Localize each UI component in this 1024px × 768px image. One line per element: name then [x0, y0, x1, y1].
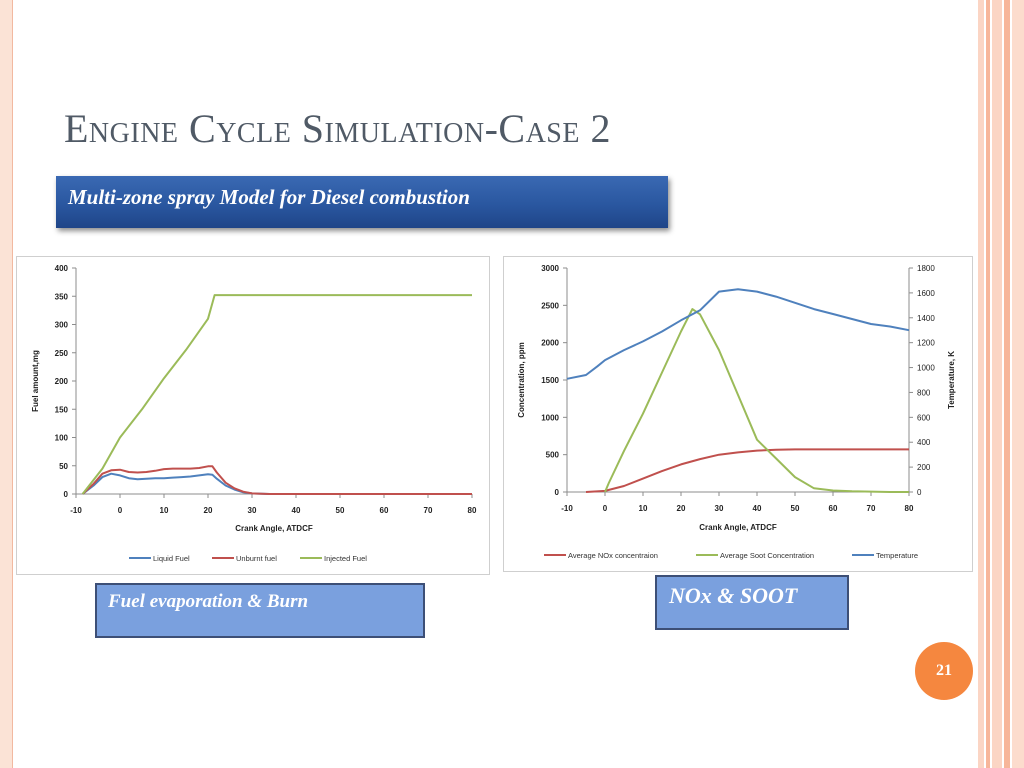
y2-tick-label: 1200 [917, 339, 935, 348]
legend-label-temperature: Temperature [876, 551, 918, 560]
fuel-chart-panel: 0 50 100 150 200 250 300 350 400 -10 0 10 20 30 40 50 60… [16, 256, 490, 575]
x-tick-label: 70 [424, 506, 433, 515]
series-line-unburnt-fuel [81, 465, 472, 495]
nox-soot-chart-panel: 0 500 1000 1500 2000 2500 3000 0 200 400 600 800 100… [503, 256, 973, 572]
y-tick-label: 0 [555, 488, 560, 497]
y2-tick-label: 1400 [917, 314, 935, 323]
x-axis-label: Crank Angle, ATDCF [699, 523, 777, 532]
x-tick-label: -10 [561, 504, 573, 513]
y2-tick-label: 1800 [917, 264, 935, 273]
subtitle-text: Multi-zone spray Model for Diesel combus… [68, 185, 470, 209]
legend-label-average-nox-concentraion: Average NOx concentraion [568, 551, 658, 560]
y-tick-label: 2000 [541, 339, 559, 348]
x-tick-label: 20 [677, 504, 686, 513]
series-line-average-nox-concentraion [585, 448, 909, 493]
slide-title: Engine Cycle Simulation-Case 2 [64, 106, 611, 151]
y-tick-label: 500 [546, 451, 560, 460]
legend-label-unburnt-fuel: Unburnt fuel [236, 554, 277, 563]
series-line-injected-fuel [81, 294, 472, 495]
y-axis-label: Fuel amount,mg [31, 350, 40, 412]
y-tick-label: 1500 [541, 376, 559, 385]
y-tick-label: 2500 [541, 301, 559, 310]
page-number: 21 [936, 662, 952, 679]
series-line-liquid-fuel [81, 472, 472, 495]
y-tick-label: 200 [55, 377, 69, 386]
y-tick-label: 300 [55, 321, 69, 330]
y-axis-label: Concentration, ppm [517, 342, 526, 418]
y-tick-label: 50 [59, 462, 68, 471]
legend-label-average-soot-concentration: Average Soot Concentration [720, 551, 814, 560]
y2-axis-label: Temperature, K [947, 351, 956, 409]
x-tick-label: 30 [715, 504, 724, 513]
y2-tick-label: 600 [917, 413, 931, 422]
caption-left-text: Fuel evaporation & Burn [108, 591, 309, 612]
legend-label-injected-fuel: Injected Fuel [324, 554, 367, 563]
y2-tick-label: 1000 [917, 364, 935, 373]
caption-right-text: NOx & SOOT [669, 583, 798, 608]
series-line-average-soot-concentration [604, 308, 909, 493]
y2-tick-label: 800 [917, 388, 931, 397]
x-axis-label: Crank Angle, ATDCF [235, 524, 313, 533]
y-tick-label: 400 [55, 264, 69, 273]
y-tick-label: 0 [64, 490, 69, 499]
x-tick-label: 10 [160, 506, 169, 515]
page-number-badge: 21 [915, 642, 973, 700]
series-line-temperature [566, 288, 910, 380]
caption-left: Fuel evaporation & Burn [95, 583, 425, 638]
x-tick-label: 50 [336, 506, 345, 515]
legend-label-liquid-fuel: Liquid Fuel [153, 554, 190, 563]
x-tick-label: 0 [603, 504, 608, 513]
x-tick-label: -10 [70, 506, 82, 515]
nox-soot-chart: 0500100015002000250030000200400600800100… [517, 264, 956, 560]
y-tick-label: 250 [55, 349, 69, 358]
subtitle-banner: Multi-zone spray Model for Diesel combus… [56, 176, 668, 228]
caption-right: NOx & SOOT [655, 575, 849, 630]
y-tick-label: 1000 [541, 413, 559, 422]
x-tick-label: 40 [292, 506, 301, 515]
x-tick-label: 80 [905, 504, 914, 513]
y-tick-label: 100 [55, 434, 69, 443]
y-tick-label: 150 [55, 405, 69, 414]
x-tick-label: 70 [867, 504, 876, 513]
y-tick-label: 350 [55, 292, 69, 301]
x-tick-label: 50 [791, 504, 800, 513]
x-tick-label: 10 [639, 504, 648, 513]
x-tick-label: 60 [380, 506, 389, 515]
y2-tick-label: 1600 [917, 289, 935, 298]
y2-tick-label: 400 [917, 438, 931, 447]
x-tick-label: 40 [753, 504, 762, 513]
y-tick-label: 3000 [541, 264, 559, 273]
right-decorative-stripes [978, 0, 1024, 768]
x-tick-label: 60 [829, 504, 838, 513]
y2-tick-label: 0 [917, 488, 922, 497]
x-tick-label: 30 [248, 506, 257, 515]
left-frame-border [0, 0, 13, 768]
x-tick-label: 20 [204, 506, 213, 515]
x-tick-label: 0 [118, 506, 123, 515]
x-tick-label: 80 [468, 506, 477, 515]
y2-tick-label: 200 [917, 463, 931, 472]
